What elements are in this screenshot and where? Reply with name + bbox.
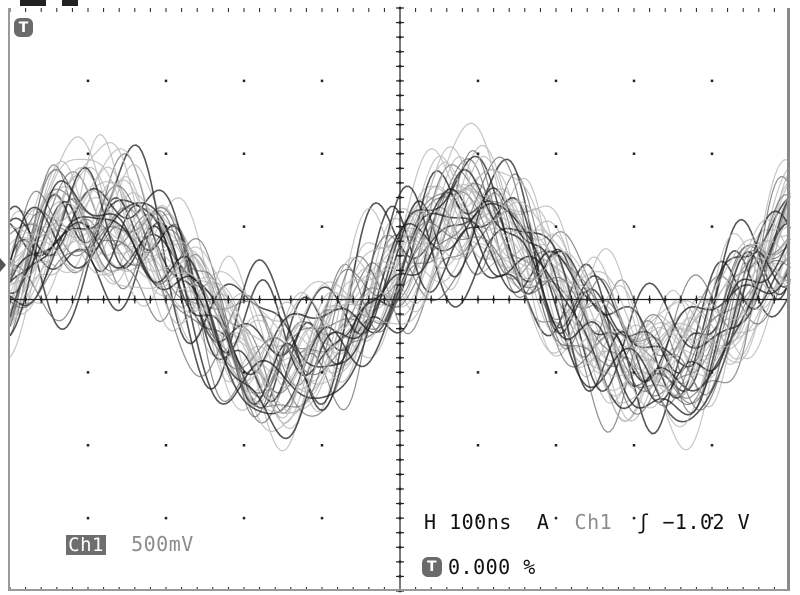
grid-dot (164, 516, 168, 520)
grid-dot (476, 79, 480, 83)
trigger-position-icon: T (422, 557, 442, 577)
grid-dot (320, 79, 324, 83)
grid-dot (320, 152, 324, 155)
menu-fragment (62, 0, 78, 6)
ground-marker-icon (0, 258, 6, 272)
trigger-position-readout: T 0.000 % (422, 556, 536, 578)
horizontal-readout: H 100ns A Ch1 ʃ −1.02 V (424, 511, 750, 533)
grid-dot (632, 79, 636, 83)
grid-dot (242, 444, 246, 447)
grid-dot (632, 152, 636, 155)
grid-dot (632, 516, 636, 520)
grid-dot (86, 444, 90, 447)
grid-dot (320, 371, 324, 374)
grid-dot (164, 79, 168, 83)
grid-dot (632, 225, 636, 228)
grid-dot (710, 371, 714, 374)
grid-dot (710, 152, 714, 155)
display-frame (8, 8, 790, 591)
grid-dot (554, 225, 558, 228)
grid-dot (164, 225, 168, 228)
grid-dot (632, 371, 636, 374)
grid-dot (164, 152, 168, 155)
grid-dot (476, 225, 480, 228)
trigger-level: −1.02 V (662, 510, 751, 534)
grid-dot (242, 516, 246, 520)
trigger-source: Ch1 (574, 510, 613, 534)
grid-dot (86, 371, 90, 374)
top-menu-strip (0, 0, 800, 8)
channel-label: Ch1 (66, 534, 106, 556)
grid-dot (320, 516, 324, 520)
menu-fragment (20, 0, 46, 6)
grid-dot (242, 371, 246, 374)
grid-dot (242, 79, 246, 83)
timebase: 100ns (449, 510, 512, 534)
trigger-position: 0.000 % (448, 555, 536, 579)
grid-dot (710, 444, 714, 447)
channel-scale: 500mV (131, 532, 194, 556)
grid-dot (242, 152, 246, 155)
grid-dot (320, 225, 324, 228)
grid-dot (86, 79, 90, 83)
grid-dot (86, 152, 90, 155)
grid-dot (164, 371, 168, 374)
grid-dot (476, 444, 480, 447)
horizontal-prefix: H (424, 510, 437, 534)
grid-dot (476, 516, 480, 520)
trigger-marker-icon: T (14, 18, 33, 37)
grid-dot (554, 444, 558, 447)
grid-dot (86, 516, 90, 520)
grid-dot (710, 225, 714, 228)
grid-dot (554, 152, 558, 155)
grid-dot (632, 444, 636, 447)
grid-dot (710, 79, 714, 83)
trigger-slope-icon: ʃ (637, 510, 650, 534)
grid-dot (476, 371, 480, 374)
grid-dot (554, 79, 558, 83)
grid-dot (554, 516, 558, 520)
grid-dot (320, 444, 324, 447)
grid-dot (710, 516, 714, 520)
grid-dot (554, 371, 558, 374)
channel-scale-readout: Ch1 500mV (16, 511, 194, 577)
grid-dot (242, 225, 246, 228)
trigger-mode: A (536, 510, 550, 534)
grid-dot (164, 444, 168, 447)
grid-dot (476, 152, 480, 155)
grid-dot (86, 225, 90, 228)
